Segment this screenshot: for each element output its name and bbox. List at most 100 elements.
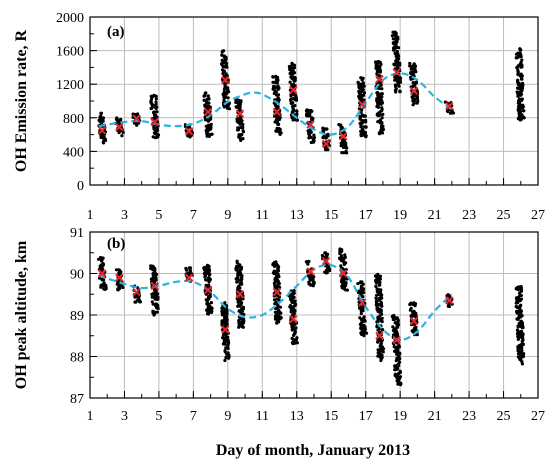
panel-a-observation-point bbox=[393, 46, 397, 50]
panel-b-observation-point bbox=[356, 282, 360, 286]
panel-a-observation-point bbox=[292, 79, 296, 83]
panel-b-observation-point bbox=[223, 301, 227, 305]
panel-a-observation-point bbox=[308, 110, 312, 115]
panel-b-observation-point bbox=[380, 304, 384, 308]
panel-a-observation-point bbox=[359, 134, 363, 138]
panel-b-observation-point bbox=[208, 295, 212, 299]
panel-a-observation-point bbox=[209, 127, 213, 131]
panel-a-observation-point bbox=[291, 105, 295, 110]
panel-b-observation-point bbox=[227, 353, 231, 357]
panel-b-observation-point bbox=[519, 358, 523, 362]
panel-b-observation-point bbox=[517, 331, 521, 335]
panel-a-observation-point bbox=[275, 120, 280, 124]
panel-b-observation-point bbox=[152, 292, 156, 296]
panel-b-observation-point bbox=[379, 341, 383, 345]
panel-b-mean-marker bbox=[289, 314, 298, 324]
panel-b-observation-point bbox=[378, 292, 382, 296]
panel-b-observation-point bbox=[206, 309, 210, 313]
panel-b-observation-point bbox=[209, 301, 213, 305]
panel-a-x-tick-label: 13 bbox=[290, 208, 304, 223]
panel-b-observation-point bbox=[375, 274, 379, 278]
panel-a-observation-point bbox=[520, 77, 524, 81]
panel-b-observation-point bbox=[379, 300, 383, 305]
panel-b-observation-point bbox=[340, 249, 344, 253]
panel-a-observation-cluster bbox=[374, 59, 385, 136]
panel-a-observation-point bbox=[207, 104, 211, 109]
panel-b-plot-frame bbox=[89, 231, 539, 399]
panel-b-observation-point bbox=[203, 268, 207, 272]
panel-a-observation-point bbox=[408, 61, 412, 65]
panel-b-observation-point bbox=[359, 321, 364, 325]
panel-b-observation-point bbox=[209, 308, 213, 312]
panel-a-observation-point bbox=[377, 61, 381, 65]
panel-a-observation-point bbox=[240, 119, 244, 123]
panel-a-mean-marker bbox=[339, 132, 348, 141]
panel-a-observation-point bbox=[220, 53, 224, 57]
panel-b-observation-point bbox=[224, 340, 228, 344]
panel-b-observation-point bbox=[220, 309, 224, 313]
panel-b-observation-point bbox=[133, 300, 138, 304]
panel-a-observation-point bbox=[521, 109, 526, 113]
panel-a-y-axis-title: OH Emission rate, R bbox=[13, 29, 30, 172]
panel-b-observation-point bbox=[394, 331, 398, 335]
panel-a-observation-point bbox=[376, 91, 380, 95]
panel-a-observation-point bbox=[380, 116, 384, 120]
panel-b-observation-point bbox=[363, 319, 367, 323]
panel-b-y-axis-title: OH peak altitude, km bbox=[13, 240, 30, 389]
panel-a-observation-point bbox=[518, 87, 523, 91]
panel-a-observation-point bbox=[324, 148, 328, 152]
panel-a-observation-point bbox=[274, 81, 278, 85]
panel-b-observation-point bbox=[291, 321, 295, 325]
panel-a-observation-cluster bbox=[321, 126, 331, 152]
panel-a-observations bbox=[97, 30, 526, 155]
panel-b-observation-point bbox=[396, 382, 400, 386]
panel-b-observation-point bbox=[517, 344, 521, 348]
panel-b-x-tick-label: 11 bbox=[256, 409, 269, 424]
panel-a-x-tick-label: 7 bbox=[190, 208, 197, 223]
panel-b-observation-point bbox=[239, 310, 243, 314]
panel-a-observation-point bbox=[234, 100, 238, 104]
panel-b-observation-point bbox=[225, 336, 229, 340]
panel-a-observation-point bbox=[394, 40, 398, 44]
panel-a-observation-cluster bbox=[304, 108, 317, 145]
panel-b-observation-point bbox=[359, 312, 363, 316]
panel-a-observation-point bbox=[153, 127, 157, 131]
panel-b-observation-point bbox=[221, 342, 225, 346]
panel-b-observation-point bbox=[380, 319, 384, 323]
panel-b-observation-point bbox=[203, 271, 207, 275]
panel-a-observation-point bbox=[337, 123, 341, 127]
panel-b-observation-cluster bbox=[373, 272, 386, 363]
panel-a-observation-cluster bbox=[234, 98, 246, 142]
panel-b-observation-point bbox=[410, 329, 414, 333]
panel-b-observation-point bbox=[99, 285, 103, 289]
panel-b-observation-point bbox=[237, 270, 242, 274]
panel-a-nightly-means bbox=[97, 68, 454, 149]
panel-b-observation-point bbox=[446, 304, 450, 308]
panel-a-y-tick-label: 400 bbox=[63, 145, 84, 160]
panel-a-observation-point bbox=[340, 151, 344, 155]
panel-b-observation-point bbox=[208, 277, 212, 281]
panel-b-observation-point bbox=[362, 315, 366, 319]
panel-b-observation-point bbox=[521, 343, 525, 347]
panel-b-observation-point bbox=[102, 286, 106, 290]
panel-b-observation-point bbox=[225, 317, 229, 322]
panel-b-observation-point bbox=[380, 328, 385, 332]
panel-a-observation-cluster bbox=[514, 47, 526, 122]
panel-b-observation-point bbox=[151, 309, 155, 313]
panel-b-observation-point bbox=[378, 274, 383, 278]
panel-b-observation-point bbox=[520, 322, 524, 326]
panel-a-observation-point bbox=[295, 112, 299, 116]
panel-a-mean-marker bbox=[235, 109, 245, 118]
panel-b-observation-point bbox=[273, 316, 278, 320]
panel-b-observation-point bbox=[517, 335, 522, 339]
panel-a-observation-point bbox=[341, 140, 345, 145]
panel-a-observation-point bbox=[207, 97, 211, 101]
panel-b-observation-point bbox=[153, 297, 157, 301]
panel-a-observation-point bbox=[413, 68, 417, 72]
panel-b-observation-point bbox=[522, 352, 526, 356]
panel-b-observation-point bbox=[396, 318, 400, 322]
panel-b-observation-point bbox=[360, 318, 364, 322]
panel-a-mean-marker bbox=[97, 126, 107, 135]
panel-b-observation-point bbox=[364, 331, 369, 335]
panel-b-x-tick-label: 9 bbox=[224, 409, 231, 424]
